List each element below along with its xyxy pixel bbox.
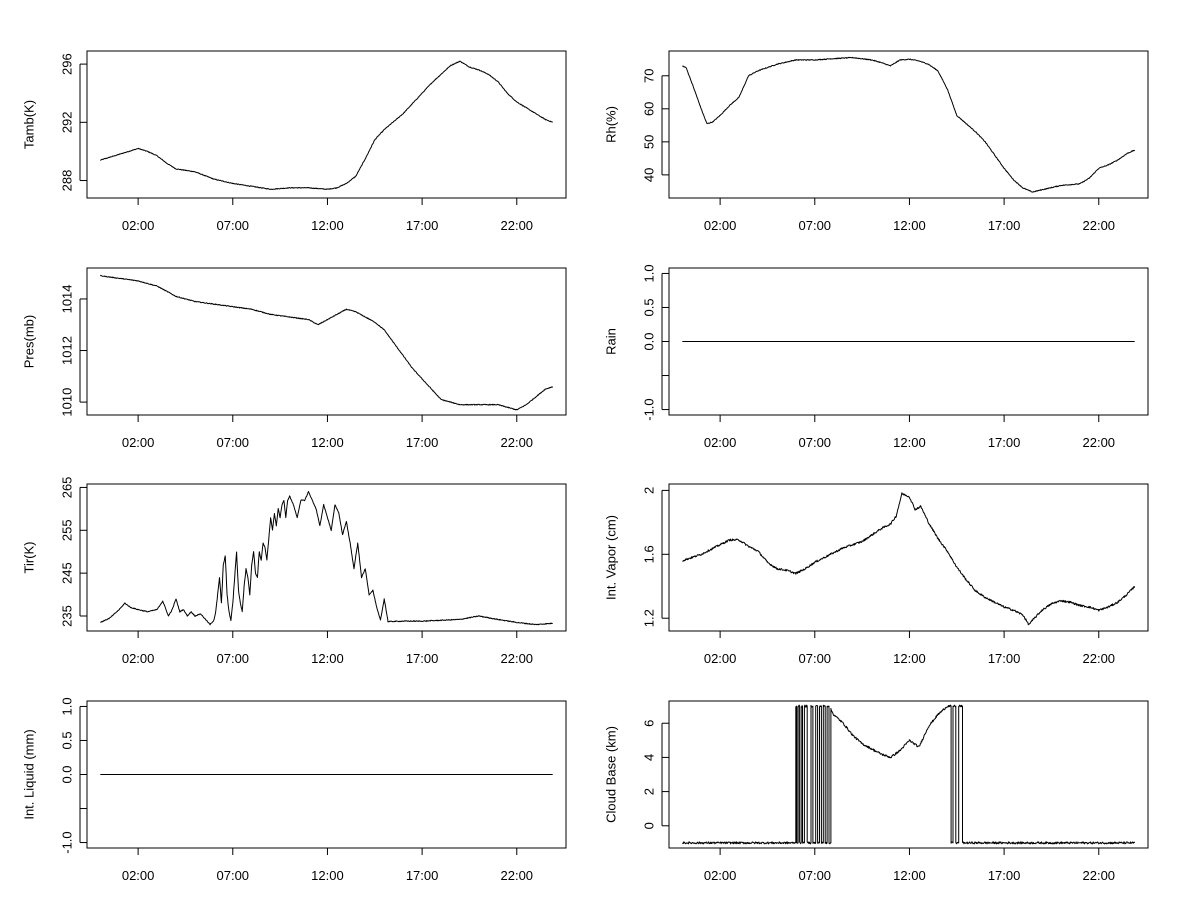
panel-4: 02:00 07:00 12:00 17:00 22:00 -1.0 0.0 0.5 1.0 Ra… [604, 264, 1149, 450]
y-tick-label: 2 [642, 788, 657, 795]
y-tick-label: 245 [60, 562, 75, 584]
x-tick-label: 12:00 [311, 651, 344, 666]
x-tick-label: 07:00 [217, 218, 250, 233]
panel-5: 02:00 07:00 12:00 17:00 22:00 235 245 255 265 Tir… [22, 477, 567, 666]
x-tick-label: 02:00 [122, 435, 155, 450]
x-tick-label: 17:00 [988, 651, 1021, 666]
panel-2: 02:00 07:00 12:00 17:00 22:00 40 50 60 70 Rh(%) [604, 50, 1149, 233]
series-line [682, 704, 1136, 845]
y-tick-label: 296 [60, 53, 75, 75]
y-tick-label: 265 [60, 477, 75, 499]
x-tick-label: 12:00 [311, 218, 344, 233]
y-tick-label: 0.5 [60, 731, 75, 749]
y-tick-label: -1.0 [642, 398, 657, 420]
x-tick-label: 02:00 [704, 218, 737, 233]
y-tick-label: 1010 [60, 388, 75, 417]
x-tick-label: 07:00 [799, 218, 832, 233]
panel-7: 02:00 07:00 12:00 17:00 22:00 -1.0 0.0 0.5 1.0 In… [22, 697, 567, 883]
x-tick-label: 22:00 [1083, 435, 1116, 450]
y-tick-label: 1014 [60, 284, 75, 313]
y-axis-label: Tamb(K) [22, 100, 37, 149]
x-tick-label: 22:00 [1083, 218, 1116, 233]
y-tick-label: -1.0 [60, 831, 75, 853]
x-tick-label: 02:00 [122, 868, 155, 883]
panel-6: 02:00 07:00 12:00 17:00 22:00 1.2 1.6 2 Int. Vap… [604, 483, 1149, 666]
plot-frame [668, 483, 1149, 632]
x-tick-label: 07:00 [799, 435, 832, 450]
y-tick-label: 6 [642, 720, 657, 727]
series-line [99, 274, 554, 411]
x-tick-label: 12:00 [311, 868, 344, 883]
x-tick-label: 07:00 [217, 435, 250, 450]
series-line [682, 492, 1136, 626]
y-axis-label: Pres(mb) [22, 315, 37, 368]
plot-frame [86, 50, 567, 199]
x-tick-label: 07:00 [799, 651, 832, 666]
x-tick-label: 17:00 [406, 218, 439, 233]
plot-frame [668, 700, 1149, 849]
y-tick-label: 1.0 [60, 697, 75, 715]
x-tick-label: 17:00 [988, 868, 1021, 883]
x-tick-label: 22:00 [1083, 868, 1116, 883]
y-axis-label: Int. Vapor (cm) [604, 515, 619, 600]
y-axis-label: Cloud Base (km) [604, 726, 619, 823]
x-tick-label: 17:00 [988, 435, 1021, 450]
x-tick-label: 22:00 [501, 868, 534, 883]
y-tick-label: 1.0 [642, 264, 657, 282]
x-tick-label: 02:00 [704, 651, 737, 666]
y-tick-label: 0 [642, 822, 657, 829]
y-tick-label: 292 [60, 111, 75, 133]
x-tick-label: 22:00 [1083, 651, 1116, 666]
y-tick-label: 60 [642, 102, 657, 116]
x-tick-label: 07:00 [217, 868, 250, 883]
y-tick-label: 0.0 [60, 765, 75, 783]
panel-1: 02:00 07:00 12:00 17:00 22:00 288 292 296 Tamb(K… [22, 50, 567, 233]
y-tick-label: 2 [642, 487, 657, 494]
x-tick-label: 02:00 [122, 218, 155, 233]
x-tick-label: 22:00 [501, 218, 534, 233]
x-tick-label: 02:00 [122, 651, 155, 666]
plot-frame [668, 50, 1149, 199]
y-axis-label: Int. Liquid (mm) [22, 729, 37, 819]
y-tick-label: 40 [642, 168, 657, 182]
y-tick-label: 70 [642, 69, 657, 83]
plot-frame [86, 267, 567, 416]
x-tick-label: 17:00 [988, 218, 1021, 233]
y-axis-label: Tir(K) [22, 541, 37, 573]
x-tick-label: 12:00 [893, 651, 926, 666]
x-tick-label: 12:00 [893, 868, 926, 883]
plot-frame [86, 483, 567, 632]
panel-8: 02:00 07:00 12:00 17:00 22:00 0 2 4 6 Cloud Base … [604, 700, 1149, 883]
x-tick-label: 22:00 [501, 435, 534, 450]
series-line [682, 56, 1136, 193]
y-axis-label: Rain [604, 328, 619, 355]
x-tick-label: 07:00 [217, 651, 250, 666]
y-tick-label: 235 [60, 605, 75, 627]
y-tick-label: 0.5 [642, 298, 657, 316]
x-tick-label: 17:00 [406, 868, 439, 883]
x-tick-label: 22:00 [501, 651, 534, 666]
x-tick-label: 12:00 [311, 435, 344, 450]
x-tick-label: 12:00 [893, 435, 926, 450]
x-tick-label: 12:00 [893, 218, 926, 233]
y-axis-label: Rh(%) [604, 106, 619, 143]
panel-3: 02:00 07:00 12:00 17:00 22:00 1010 1012 1014 Pre… [22, 267, 567, 450]
y-tick-label: 288 [60, 170, 75, 192]
y-tick-label: 1.6 [642, 545, 657, 563]
y-tick-label: 0.0 [642, 332, 657, 350]
x-tick-label: 17:00 [406, 651, 439, 666]
y-tick-label: 1.2 [642, 609, 657, 627]
y-tick-label: 50 [642, 135, 657, 149]
x-tick-label: 02:00 [704, 868, 737, 883]
x-tick-label: 17:00 [406, 435, 439, 450]
y-tick-label: 4 [642, 754, 657, 761]
x-tick-label: 07:00 [799, 868, 832, 883]
y-tick-label: 1012 [60, 336, 75, 365]
series-line [100, 60, 553, 190]
x-tick-label: 02:00 [704, 435, 737, 450]
y-tick-label: 255 [60, 519, 75, 541]
series-line [100, 491, 553, 626]
